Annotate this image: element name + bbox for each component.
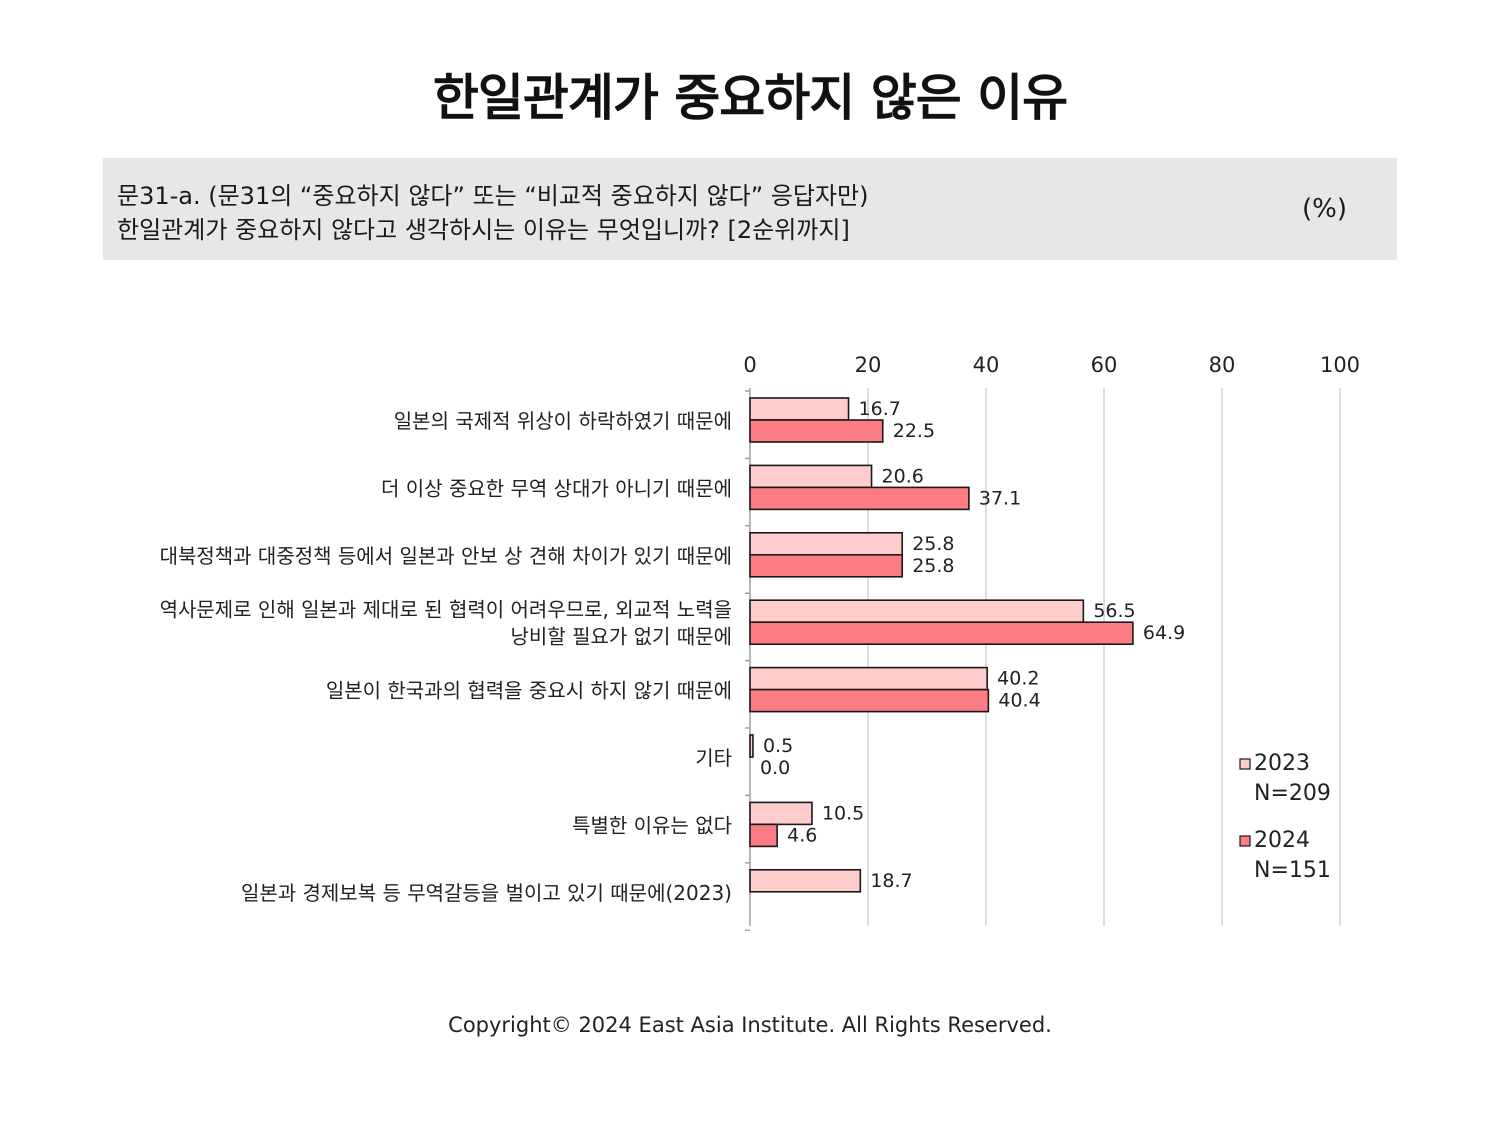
data-label-2024: 40.4 [998,690,1040,712]
x-tick-label: 60 [1091,353,1118,377]
data-label-2024: 37.1 [979,487,1021,509]
bar-2023 [749,868,862,893]
question-box: 문31-a. (문31의 “중요하지 않다” 또는 “비교적 중요하지 않다” … [103,158,1397,260]
bar-2023 [749,599,1085,624]
bar-2024 [749,621,1134,646]
legend-swatch-2024 [1239,835,1251,847]
category-label: 기타 [695,746,732,770]
bar-2024 [749,553,904,578]
category-label: 역사문제로 인해 일본과 제대로 된 협력이 어려우므로, 외교적 노력을 [160,598,732,622]
bar-2023 [749,734,754,758]
legend-swatch-2023 [1239,758,1251,770]
data-label-2023: 25.8 [912,533,954,555]
data-label-2023: 16.7 [859,398,901,420]
data-label-2024: 22.5 [893,420,935,442]
category-label: 대북정책과 대중정책 등에서 일본과 안보 상 견해 차이가 있기 때문에 [160,544,732,568]
copyright-footer: Copyright© 2024 East Asia Institute. All… [448,1013,1052,1037]
bar-2024 [749,419,884,443]
legend-year-2023: 2023 [1254,751,1310,776]
data-label-2023: 40.2 [997,668,1039,690]
category-label: 더 이상 중요한 무역 상대가 아니기 때문에 [381,476,732,500]
data-label-2024: 4.6 [787,824,817,846]
category-label: 낭비할 필요가 없기 때문에 [511,625,732,649]
data-label-2023: 0.5 [763,735,793,757]
category-label: 일본과 경제보복 등 무역갈등을 벌이고 있기 때문에(2023) [241,881,732,905]
question-line-1: 문31-a. (문31의 “중요하지 않다” 또는 “비교적 중요하지 않다” … [117,182,869,210]
bar-2024 [749,486,970,511]
data-label-2024: 25.8 [912,555,954,577]
category-label: 특별한 이유는 없다 [572,813,732,837]
data-label-2024: 64.9 [1143,622,1185,644]
bar-2023 [749,801,813,826]
bar-2024 [749,823,778,848]
data-label-2023: 10.5 [822,802,864,824]
unit-label: (%) [1302,194,1347,224]
question-line-2: 한일관계가 중요하지 않다고 생각하시는 이유는 무엇입니까? [2순위까지] [117,216,850,244]
legend-n-2024: N=151 [1254,858,1331,883]
x-tick-label: 40 [973,353,1000,377]
bar-2023 [749,531,904,556]
bar-2023 [749,464,873,489]
data-label-2023: 56.5 [1093,600,1135,622]
legend-n-2023: N=209 [1254,781,1331,806]
x-tick-label: 0 [743,353,756,377]
category-label: 일본의 국제적 위상이 하락하였기 때문에 [394,409,732,433]
bar-2023 [749,397,850,421]
x-tick-label: 20 [855,353,882,377]
data-label-2024: 0.0 [760,757,790,779]
data-label-2023: 20.6 [882,465,924,487]
x-tick-label: 100 [1320,353,1360,377]
x-tick-label: 80 [1209,353,1236,377]
chart-title: 한일관계가 중요하지 않은 이유 [432,69,1068,127]
data-label-2023: 18.7 [870,870,912,892]
legend-year-2024: 2024 [1254,828,1310,853]
bar-2024 [749,688,990,713]
category-label: 일본이 한국과의 협력을 중요시 하지 않기 때문에 [326,679,732,703]
bar-2023 [749,666,988,691]
